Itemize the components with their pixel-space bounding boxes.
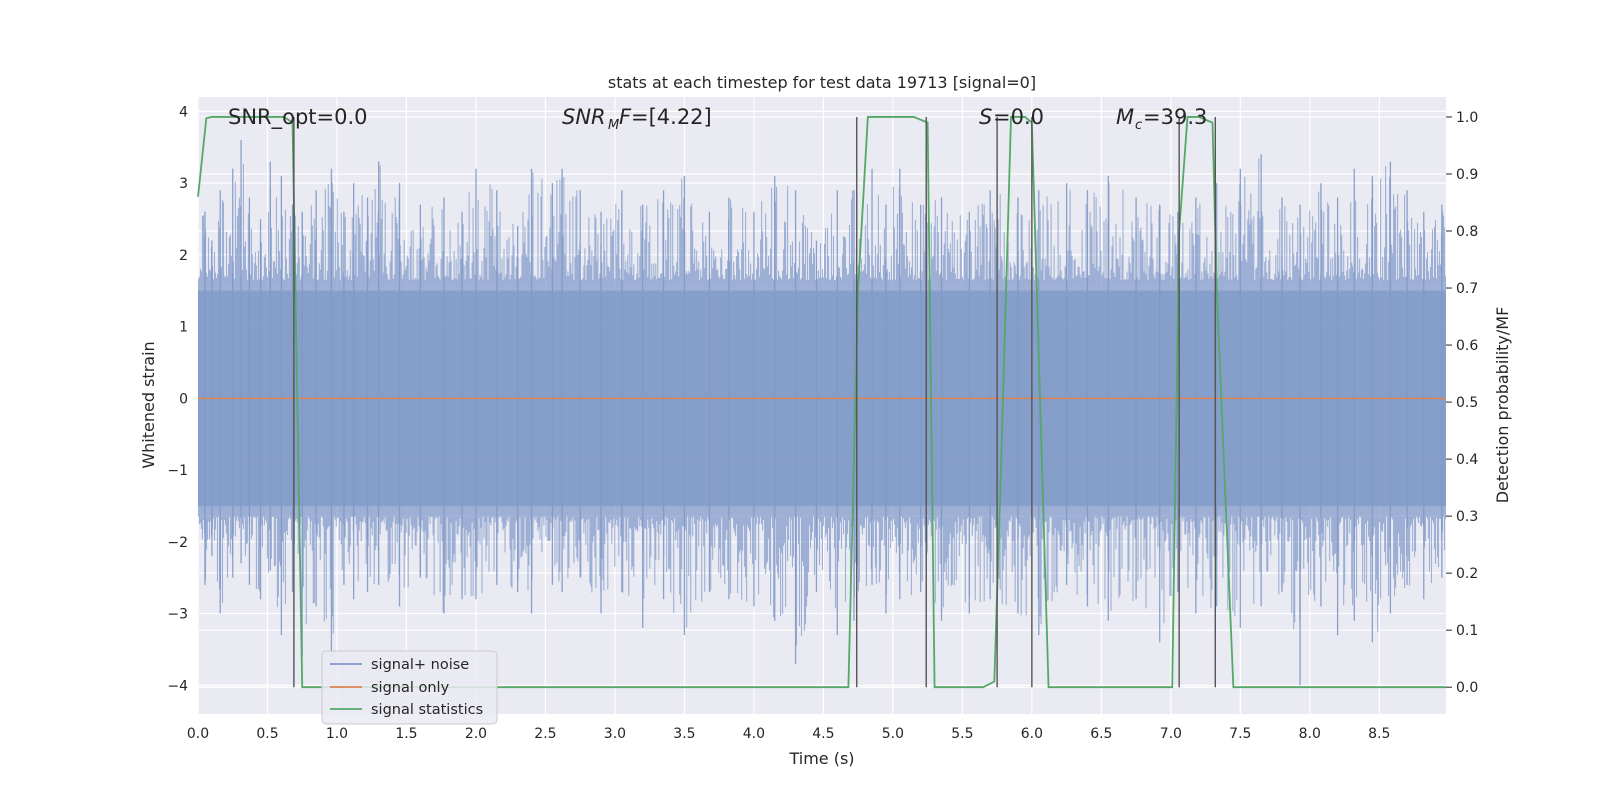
y-tick-label-left: 1 [179, 320, 188, 336]
series-signal-statistics [197, 116, 1446, 689]
y-tick-label-right: 0.6 [1456, 338, 1478, 354]
marker-lines [293, 116, 1217, 688]
legend-label-signal-only: signal only [371, 680, 450, 696]
y-tick-label-left: −4 [167, 678, 188, 694]
x-tick-label: 2.5 [534, 726, 556, 742]
x-tick-label: 6.0 [1021, 726, 1043, 742]
y-axis-left-ticks: 4 3 2 1 0 −1 −2 −3 −4 [167, 104, 188, 694]
y-axis-right-ticks: 1.0 0.9 0.8 0.7 0.6 0.5 0.4 0.3 0.2 0.1 0.0 [1446, 110, 1478, 696]
y-tick-label-left: 3 [179, 176, 188, 192]
legend-label-noise: signal+ noise [371, 657, 469, 673]
y-tick-label-right: 0.5 [1456, 395, 1478, 411]
x-tick-label: 4.5 [812, 726, 834, 742]
x-tick-label: 5.0 [882, 726, 904, 742]
x-tick-label: 7.5 [1229, 726, 1251, 742]
x-tick-label: 0.0 [187, 726, 209, 742]
svg-text:=39.3: =39.3 [1143, 105, 1207, 129]
chart-title: stats at each timestep for test data 197… [608, 73, 1036, 92]
svg-text:S: S [979, 105, 992, 129]
legend-box [321, 650, 498, 725]
x-tick-label: 2.0 [465, 726, 487, 742]
y-axis-right-label: Detection probability/MF [1493, 307, 1512, 504]
y-tick-label-left: −3 [167, 607, 188, 623]
y-tick-label-right: 0.9 [1456, 167, 1478, 183]
x-tick-label: 1.5 [395, 726, 417, 742]
svg-text:SNR: SNR [562, 105, 606, 129]
annotation-snr-mf: SNR M F =[4.22] [562, 105, 712, 133]
y-tick-label-left: 4 [179, 104, 188, 120]
svg-text:F: F [619, 105, 632, 129]
annotation-snr-opt: SNR_opt=0.0 [228, 105, 368, 130]
x-tick-label: 3.5 [673, 726, 695, 742]
x-axis-ticks: 0.0 0.5 1.0 1.5 2.0 2.5 3.0 3.5 4.0 4.5 5.0 5.5 6.0 6… [187, 726, 1391, 742]
x-tick-label: 5.5 [951, 726, 973, 742]
x-tick-label: 7.0 [1160, 726, 1182, 742]
svg-text:=[4.22]: =[4.22] [631, 105, 712, 129]
y-tick-label-right: 0.1 [1456, 623, 1478, 639]
x-tick-label: 8.0 [1299, 726, 1321, 742]
svg-text:=0.0: =0.0 [993, 105, 1044, 129]
x-tick-label: 6.5 [1090, 726, 1112, 742]
x-tick-label: 4.0 [743, 726, 765, 742]
svg-text:M: M [1116, 105, 1134, 129]
annotation-s: S =0.0 [979, 105, 1044, 129]
y-tick-label-right: 0.7 [1456, 281, 1478, 297]
x-tick-label: 3.0 [604, 726, 626, 742]
y-tick-label-right: 0.0 [1456, 680, 1478, 696]
legend-label-statistics: signal statistics [371, 702, 483, 718]
svg-text:c: c [1135, 118, 1142, 133]
y-tick-label-left: 0 [179, 391, 188, 407]
y-tick-label-right: 0.8 [1456, 224, 1478, 240]
y-tick-label-right: 1.0 [1456, 110, 1478, 126]
x-tick-label: 1.0 [326, 726, 348, 742]
annotation-mc: M c =39.3 [1116, 105, 1207, 133]
x-tick-label: 0.5 [256, 726, 278, 742]
y-tick-label-right: 0.3 [1456, 509, 1478, 525]
y-tick-label-right: 0.2 [1456, 566, 1478, 582]
x-tick-label: 8.5 [1368, 726, 1390, 742]
y-axis-left-label: Whitened strain [139, 341, 158, 468]
legend: signal+ noise signal only signal statist… [321, 650, 498, 725]
y-tick-label-left: −2 [167, 535, 188, 551]
statistics-line [197, 116, 1446, 689]
y-tick-label-left: −1 [167, 463, 188, 479]
y-tick-label-left: 2 [179, 248, 188, 264]
y-tick-label-right: 0.4 [1456, 452, 1478, 468]
x-axis-label: Time (s) [788, 749, 854, 768]
svg-text:M: M [608, 118, 619, 133]
